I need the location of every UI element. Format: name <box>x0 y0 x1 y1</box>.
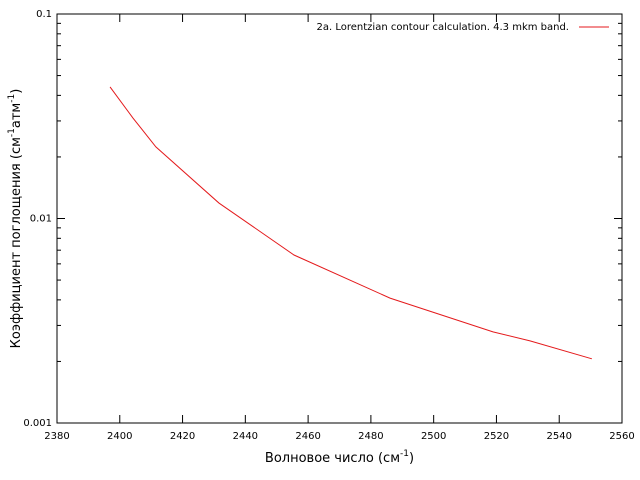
y-tick-label: 0.001 <box>23 418 52 429</box>
y-tick-label: 0.01 <box>30 214 52 225</box>
y-axis-label: Коэффициент поглощения (см-1атм-1) <box>7 89 24 349</box>
x-axis-label-part: Волновое число (см <box>265 451 400 466</box>
y-axis-label-part: атм <box>9 103 24 128</box>
x-tick-label: 2480 <box>358 431 383 442</box>
x-tick-label: 2420 <box>170 431 195 442</box>
x-tick-label: 2460 <box>295 431 320 442</box>
x-axis-label: Волновое число (см-1) <box>265 449 414 466</box>
y-tick-label: 0.1 <box>36 9 52 20</box>
x-tick-label: 2500 <box>421 431 446 442</box>
x-tick-label: 2560 <box>609 431 634 442</box>
y-axis-label-part: ) <box>9 89 24 94</box>
x-tick-label: 2400 <box>107 431 132 442</box>
y-axis-label-part: -1 <box>7 94 17 103</box>
legend-label: 2a. Lorentzian contour calculation. 4.3 … <box>317 22 570 33</box>
x-tick-label: 2520 <box>484 431 509 442</box>
y-axis-label-part: -1 <box>7 128 17 137</box>
y-axis-label-part: Коэффициент поглощения (см <box>9 137 24 348</box>
x-tick-label: 2440 <box>233 431 258 442</box>
x-axis-label-part: ) <box>409 451 414 466</box>
x-tick-label: 2380 <box>44 431 69 442</box>
x-axis-label-part: -1 <box>400 449 409 459</box>
data-line <box>109 86 593 360</box>
x-tick-label: 2540 <box>546 431 571 442</box>
